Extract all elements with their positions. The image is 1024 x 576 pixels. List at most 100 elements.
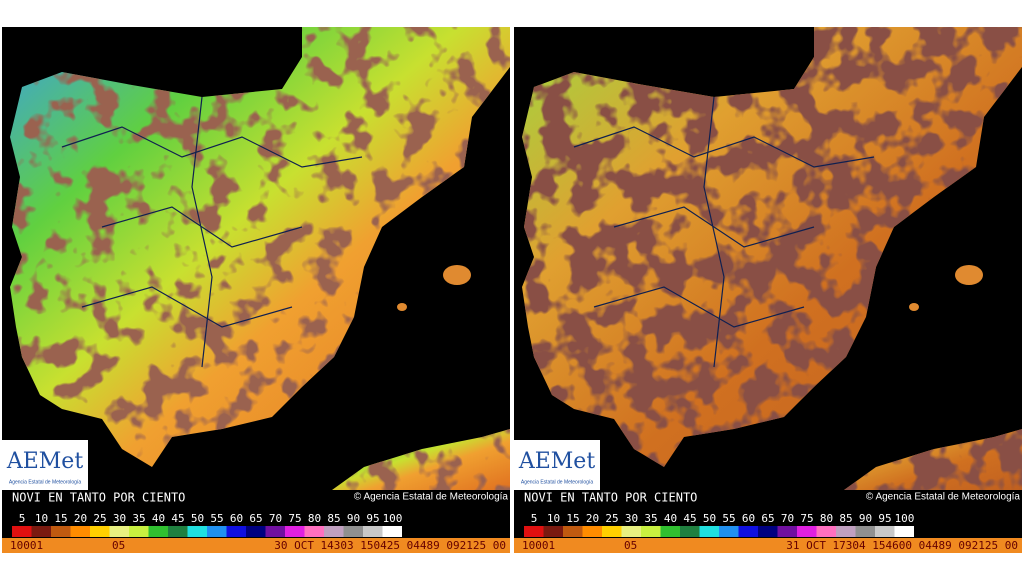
- scale-label: 95: [366, 512, 379, 525]
- scale-swatch: [875, 526, 895, 537]
- scale-label: 45: [171, 512, 184, 525]
- scale-label: 95: [878, 512, 891, 525]
- scale-swatch: [855, 526, 875, 537]
- footer-text: 30 OCT 14303 150425 04489 092125 00: [274, 539, 506, 552]
- scale-swatch: [382, 526, 402, 537]
- scale-label: 50: [703, 512, 716, 525]
- legend-title: NOVI EN TANTO POR CIENTO: [524, 491, 697, 505]
- scale-swatch: [738, 526, 758, 537]
- scale-label: 40: [152, 512, 165, 525]
- borders: [573, 96, 875, 368]
- scale-label: 5: [19, 512, 26, 525]
- scale-swatch: [148, 526, 168, 537]
- scale-label: 55: [722, 512, 735, 525]
- scale-swatch: [343, 526, 363, 537]
- scale-swatch: [758, 526, 778, 537]
- scale-swatch: [680, 526, 700, 537]
- island: [909, 303, 919, 311]
- logo-subtitle: Agencia Estatal de Meteorología: [521, 479, 593, 485]
- scale-swatch: [31, 526, 51, 537]
- scale-swatch: [524, 526, 544, 537]
- scale-label: 75: [288, 512, 301, 525]
- scale-label: 80: [308, 512, 321, 525]
- scale-swatch: [265, 526, 285, 537]
- scale-swatch: [563, 526, 583, 537]
- scale-swatch: [602, 526, 622, 537]
- credit: © Agencia Estatal de Meteorología: [354, 492, 509, 503]
- scale-label: 40: [664, 512, 677, 525]
- logo-name: AEMet: [518, 449, 595, 474]
- scale-label: 60: [230, 512, 243, 525]
- scale-swatch: [285, 526, 305, 537]
- map-panel: AEMet Agencia Estatal de Meteorología NOVI…: [2, 27, 510, 553]
- scale-label: 25: [605, 512, 618, 525]
- dry-vegetation: [332, 429, 510, 490]
- scale-swatch: [168, 526, 188, 537]
- footer-bar: [514, 538, 1022, 553]
- island: [397, 303, 407, 311]
- scale-label: 30: [113, 512, 126, 525]
- scale-label: 60: [742, 512, 755, 525]
- scale-swatch: [621, 526, 641, 537]
- scale-label: 80: [820, 512, 833, 525]
- scale-label: 10: [35, 512, 48, 525]
- scale-swatch: [226, 526, 246, 537]
- scale-label: 70: [269, 512, 282, 525]
- scale-label: 15: [566, 512, 579, 525]
- scale-swatch: [582, 526, 602, 537]
- scale-swatch: [129, 526, 149, 537]
- logo-name: AEMet: [6, 449, 83, 474]
- scale-swatch: [246, 526, 266, 537]
- scale-swatch: [363, 526, 383, 537]
- scale-label: 85: [327, 512, 340, 525]
- scale-swatch: [304, 526, 324, 537]
- footer-text: 05: [112, 539, 125, 552]
- scale-label: 85: [839, 512, 852, 525]
- scale-swatch: [109, 526, 129, 537]
- scale-label: 90: [859, 512, 872, 525]
- scale-swatch: [207, 526, 227, 537]
- credit: © Agencia Estatal de Meteorología: [866, 492, 1021, 503]
- scale-swatch: [543, 526, 563, 537]
- scale-label: 35: [132, 512, 145, 525]
- scale-swatch: [777, 526, 797, 537]
- dry-vegetation: [10, 27, 510, 467]
- scale-label: 45: [683, 512, 696, 525]
- scale-swatch: [90, 526, 110, 537]
- scale-swatch: [51, 526, 71, 537]
- footer-text: 31 OCT 17304 154600 04489 092125 00: [786, 539, 1018, 552]
- scale-swatch: [894, 526, 914, 537]
- scale-swatch: [660, 526, 680, 537]
- scale-label: 100: [383, 512, 403, 525]
- legend-title: NOVI EN TANTO POR CIENTO: [12, 491, 185, 505]
- scale-label: 25: [93, 512, 106, 525]
- scale-swatch: [70, 526, 90, 537]
- scale-label: 20: [586, 512, 599, 525]
- footer-text: 10001: [522, 539, 555, 552]
- scale-label: 70: [781, 512, 794, 525]
- scale-swatch: [12, 526, 32, 537]
- scale-label: 20: [74, 512, 87, 525]
- scale-swatch: [719, 526, 739, 537]
- logo-box: [514, 440, 600, 490]
- scale-swatch: [816, 526, 836, 537]
- scale-label: 5: [531, 512, 538, 525]
- scale-label: 100: [895, 512, 915, 525]
- scale-swatch: [187, 526, 207, 537]
- map-panel: AEMet Agencia Estatal de Meteorología NOVI…: [514, 27, 1022, 553]
- island: [443, 265, 471, 285]
- footer-text: 10001: [10, 539, 43, 552]
- island: [955, 265, 983, 285]
- scale-swatch: [641, 526, 661, 537]
- scale-label: 50: [191, 512, 204, 525]
- scale-label: 35: [644, 512, 657, 525]
- scale-label: 55: [210, 512, 223, 525]
- scale-swatch: [324, 526, 344, 537]
- scale-label: 30: [625, 512, 638, 525]
- dry-vegetation: [844, 429, 1022, 490]
- scale-label: 65: [761, 512, 774, 525]
- dry-vegetation: [522, 27, 1022, 467]
- scale-label: 10: [547, 512, 560, 525]
- footer-bar: [2, 538, 510, 553]
